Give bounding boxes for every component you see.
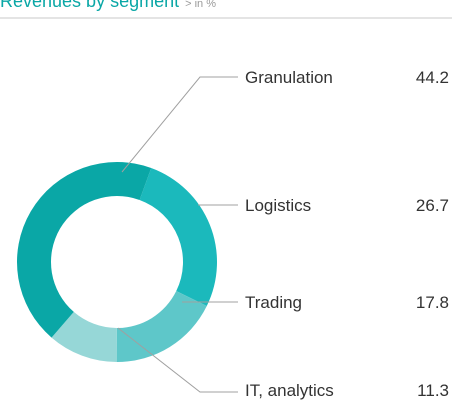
leader-line — [117, 327, 238, 393]
value-label: 44.2 — [416, 68, 449, 87]
donut-segment — [17, 162, 152, 338]
donut-segment — [51, 311, 117, 362]
leader-line — [121, 76, 238, 173]
value-label: 17.8 — [416, 293, 449, 312]
value-label: 26.7 — [416, 196, 449, 215]
donut-segment — [139, 168, 218, 307]
title: Revenues by segment — [0, 0, 179, 11]
segment-label: IT, analytics — [245, 381, 334, 400]
segment-label: Granulation — [245, 68, 333, 87]
chart-title: Revenues by segment > in % — [0, 0, 216, 11]
value-label: 11.3 — [417, 381, 449, 400]
segment-label: Logistics — [245, 196, 311, 215]
subtitle: > in % — [185, 0, 216, 10]
segment-label: Trading — [245, 293, 302, 312]
